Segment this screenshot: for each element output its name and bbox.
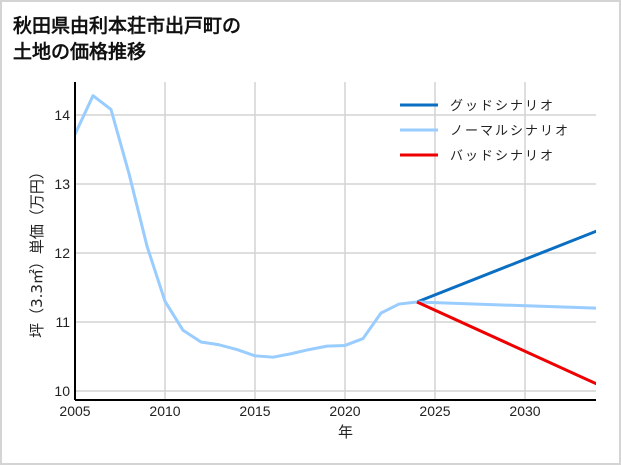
y-tick-label: 12 <box>54 245 70 261</box>
x-tick-label: 2030 <box>509 403 540 419</box>
x-tick-label: 2010 <box>149 403 180 419</box>
x-tick-label: 2020 <box>329 403 360 419</box>
y-tick-label: 14 <box>54 107 70 123</box>
y-axis-label: 坪（3.3㎡）単価（万円） <box>28 164 46 338</box>
y-tick-label: 13 <box>54 176 70 192</box>
x-axis-label: 年 <box>338 423 353 441</box>
y-tick-label: 11 <box>55 314 70 330</box>
x-tick-label: 2015 <box>239 403 270 419</box>
legend-label: バッドシナリオ <box>450 149 555 164</box>
series-line <box>75 94 596 359</box>
legend-label: グッドシナリオ <box>450 99 555 114</box>
chart-title: 秋田県由利本荘市出戸町の 土地の価格推移 <box>13 15 242 63</box>
y-tick-label: 10 <box>54 383 70 399</box>
legend-label: ノーマルシナリオ <box>450 124 570 139</box>
series-line <box>416 300 596 386</box>
series-line <box>416 229 596 304</box>
x-tick-label: 2005 <box>59 403 90 419</box>
x-tick-label: 2025 <box>419 403 450 419</box>
